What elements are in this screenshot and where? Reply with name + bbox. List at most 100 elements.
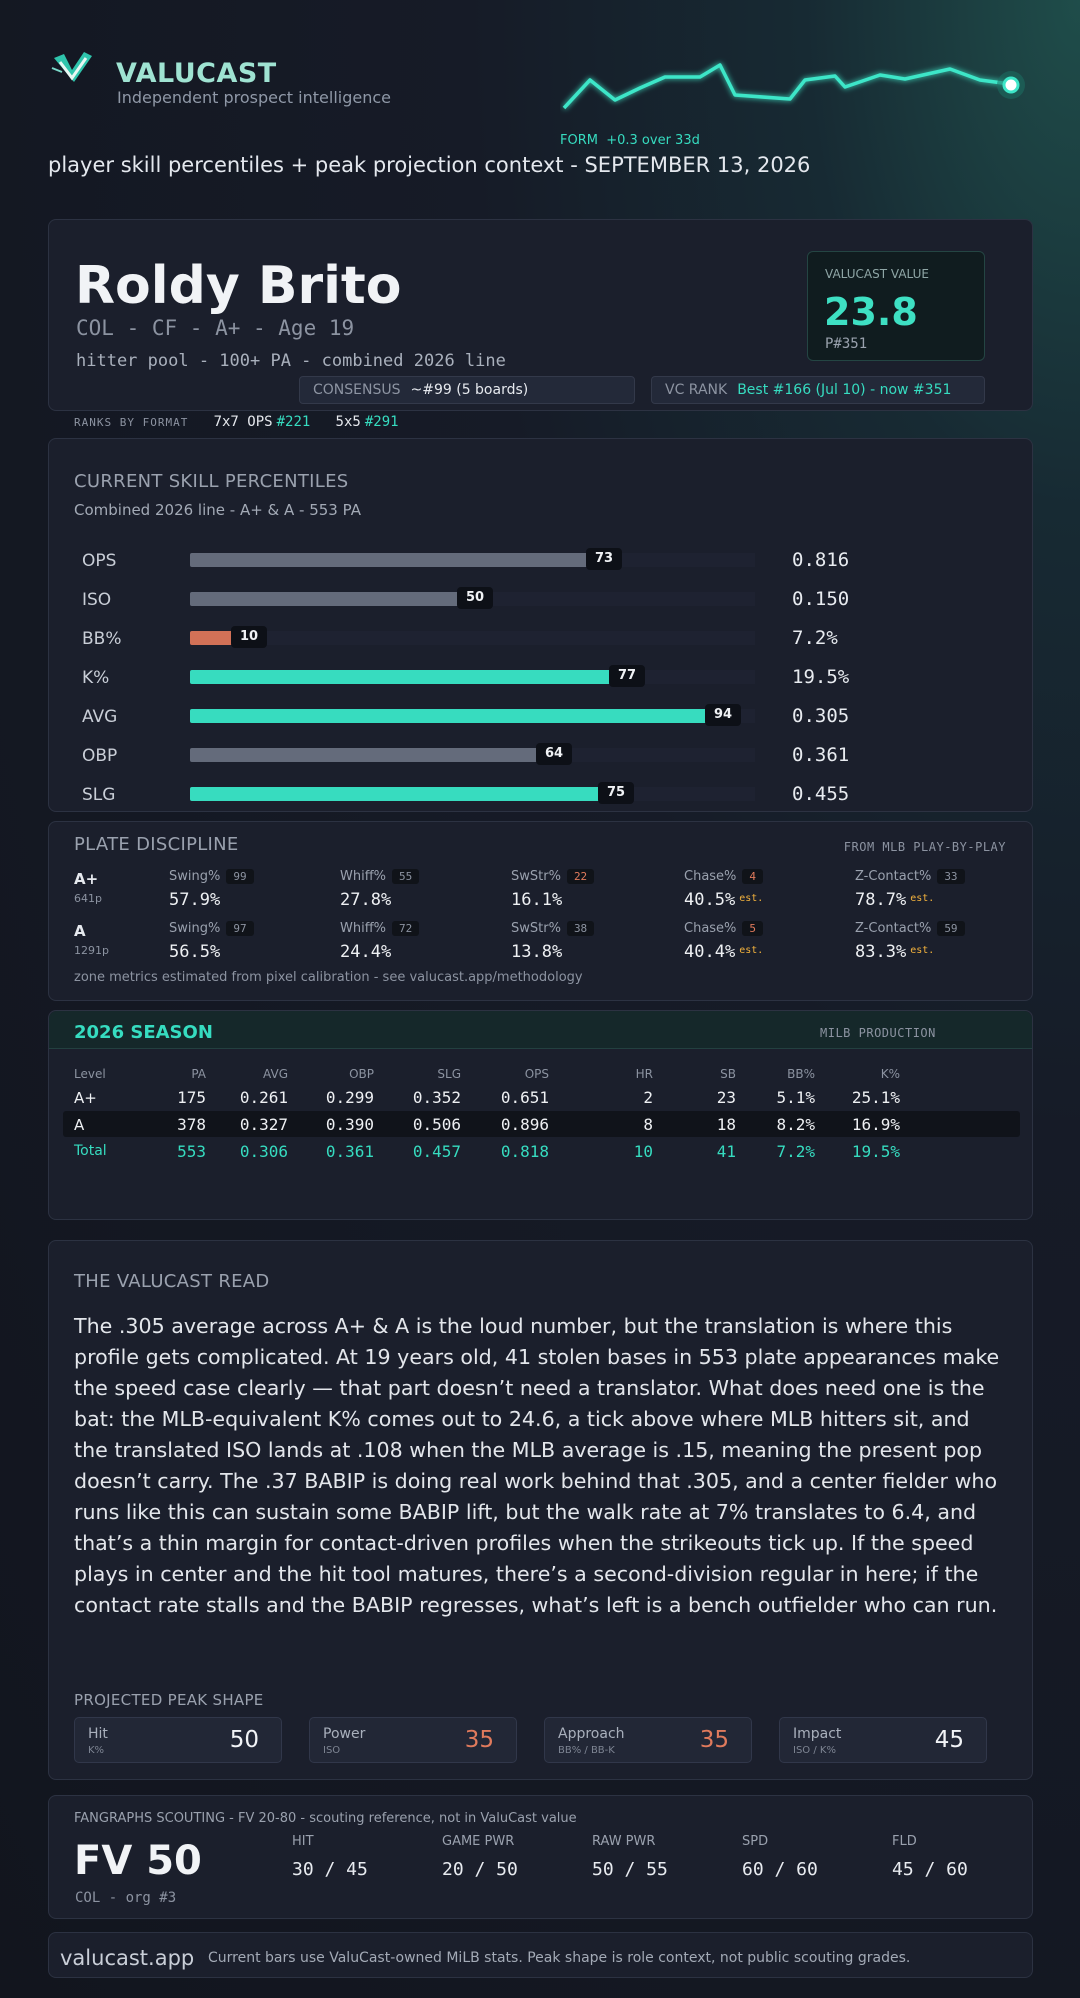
skill-label: OPS (82, 551, 117, 571)
estimate-flag: est. (910, 893, 935, 904)
read-body: The .305 average across A+ & A is the lo… (74, 1314, 1000, 1617)
form-label: FORM (560, 133, 598, 148)
metric-value-row: 40.4% est. (684, 942, 763, 962)
fangraphs-header: FANGRAPHS SCOUTING - FV 20-80 - scouting… (74, 1811, 577, 1826)
peak-shape-name: Impact (793, 1726, 842, 1742)
metric-value: 16.1% (511, 890, 563, 910)
valucast-value-box: VALUCAST VALUE 23.8 P#351 (807, 251, 985, 361)
skill-bar-fill (190, 553, 602, 567)
value-label: VALUCAST VALUE (825, 267, 929, 281)
metric-name: SwStr% (511, 869, 561, 884)
metric-percentile-badge: 97 (226, 921, 254, 936)
discipline-source: FROM MLB PLAY-BY-PLAY (843, 840, 1006, 854)
player-pool: hitter pool - 100+ PA - combined 2026 li… (76, 351, 506, 371)
brand-name: VALUCAST (116, 58, 277, 89)
metric-name: SwStr% (511, 921, 561, 936)
table-cell: 553 (177, 1142, 206, 1161)
skill-label: OBP (82, 746, 118, 766)
tool-value: 20 / 50 (442, 1859, 518, 1880)
skill-row: BB% 10 7.2% (49, 626, 1032, 651)
tool-name: GAME PWR (442, 1834, 515, 1849)
season-header: 2026 SEASON MILB PRODUCTION (49, 1011, 1032, 1049)
discipline-metric: SwStr% 38 13.8% (511, 917, 595, 962)
metric-value: 57.9% (169, 890, 221, 910)
format-name: 5x5 (335, 414, 361, 430)
skill-label: K% (82, 668, 110, 688)
row-level: Total (74, 1143, 107, 1159)
tool-value: 30 / 45 (292, 1859, 368, 1880)
skill-label: SLG (82, 785, 116, 805)
footer-site-link[interactable]: valucast.app (60, 1946, 195, 1970)
metric-header: Swing% 99 (169, 865, 254, 884)
metric-percentile-badge: 22 (566, 869, 595, 884)
discipline-metric: Chase% 5 40.4% est. (684, 917, 763, 962)
section-title: CURRENT SKILL PERCENTILES (74, 471, 349, 492)
metric-percentile-badge: 72 (392, 921, 420, 936)
section-subtitle: Combined 2026 line - A+ & A - 553 PA (74, 501, 361, 519)
discipline-metric: Swing% 99 57.9% (169, 865, 254, 910)
percentile-badge: 64 (536, 743, 572, 765)
metric-name: Whiff% (340, 869, 387, 884)
table-cell: 2 (643, 1088, 653, 1107)
tool-value: 45 / 60 (892, 1859, 968, 1880)
column-header: AVG (263, 1067, 288, 1081)
table-cell: 0.261 (239, 1088, 288, 1107)
metric-name: Swing% (169, 869, 221, 884)
peak-shape-value: 35 (699, 1727, 729, 1753)
skill-label: AVG (82, 707, 118, 727)
metric-value: 40.4% (684, 942, 736, 962)
estimate-flag: est. (739, 945, 764, 956)
plate-discipline-card: PLATE DISCIPLINE FROM MLB PLAY-BY-PLAY A… (48, 821, 1033, 1001)
table-cell: 7.2% (776, 1142, 815, 1161)
table-cell: 16.9% (851, 1115, 900, 1134)
valucast-logo-icon (51, 52, 92, 82)
peak-shape-card: Impact ISO / K% 45 (779, 1717, 987, 1763)
metric-percentile-badge: 33 (937, 869, 965, 884)
table-cell: 0.361 (325, 1142, 374, 1161)
skill-bar-fill (190, 709, 721, 723)
section-title: PLATE DISCIPLINE (74, 834, 239, 855)
peak-shape-sub: BB% / BB-K (558, 1745, 615, 1756)
skill-label: BB% (82, 629, 122, 649)
peak-shape-name: Approach (558, 1726, 625, 1742)
skill-value: 0.305 (792, 705, 850, 727)
value-number: 23.8 (824, 290, 918, 334)
tool-name: RAW PWR (592, 1834, 656, 1849)
row-level: A+ (74, 1089, 97, 1107)
metric-name: Z-Contact% (855, 869, 932, 884)
metric-percentile-badge: 99 (226, 869, 254, 884)
metric-value-row: 13.8% (511, 942, 594, 962)
metric-percentile-badge: 59 (937, 921, 965, 936)
player-name: Roldy Brito (75, 256, 402, 316)
consensus-label: CONSENSUS (313, 382, 401, 398)
skill-bar-fill (190, 787, 614, 801)
valucast-read-card: THE VALUCAST READ The .305 average acros… (48, 1240, 1033, 1780)
metric-value-row: 78.7% est. (855, 890, 965, 910)
column-header: BB% (787, 1067, 815, 1081)
table-cell: 0.506 (412, 1115, 461, 1134)
tool-grade: RAW PWR 50 / 55 (592, 1834, 668, 1880)
vc-rank-pill: VC RANK Best #166 (Jul 10) - now #351 (651, 376, 985, 404)
discipline-metric: Swing% 97 56.5% (169, 917, 254, 962)
table-cell: 19.5% (851, 1142, 900, 1161)
table-header-row: Level PA AVG OBP SLG OPS HR SB BB% K% (63, 1061, 1020, 1087)
table-cell: 18 (716, 1115, 736, 1134)
table-cell: 0.818 (500, 1142, 549, 1161)
table-cell: 41 (716, 1142, 736, 1161)
column-header: OBP (349, 1067, 374, 1081)
table-cell: 8 (643, 1115, 653, 1134)
metric-percentile-badge: 38 (566, 921, 595, 936)
table-cell: 378 (177, 1115, 206, 1134)
metric-name: Whiff% (340, 921, 387, 936)
table-cell: 0.651 (500, 1088, 549, 1107)
metric-value-row: 40.5% est. (684, 890, 763, 910)
metric-value-row: 16.1% (511, 890, 594, 910)
peak-shape-value: 45 (934, 1727, 964, 1753)
skill-row: OBP 64 0.361 (49, 743, 1032, 768)
metric-header: Whiff% 72 (340, 917, 420, 936)
skill-value: 19.5% (792, 666, 850, 688)
discipline-pa: 1291p (74, 944, 109, 957)
metric-header: Z-Contact% 59 (855, 917, 965, 936)
table-cell: 175 (177, 1088, 206, 1107)
column-header: Level (74, 1067, 106, 1081)
